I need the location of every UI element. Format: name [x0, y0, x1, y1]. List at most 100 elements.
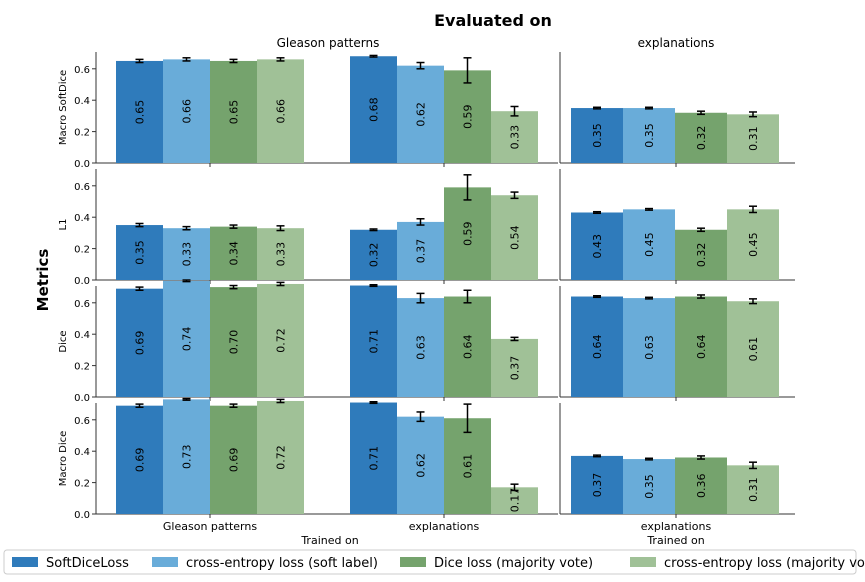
bar	[727, 209, 779, 280]
bar-value-label: 0.32	[695, 126, 708, 151]
bar-value-label: 0.68	[368, 97, 381, 122]
bar	[210, 226, 257, 280]
x-tick-label: explanations	[641, 520, 712, 533]
legend-swatch	[400, 557, 426, 567]
y-tick-label: 0.6	[74, 182, 90, 193]
bar-value-label: 0.62	[415, 102, 428, 127]
y-tick-label: 0.2	[74, 128, 90, 139]
bar-value-label: 0.32	[695, 243, 708, 268]
column-title-left: Gleason patterns	[277, 36, 380, 50]
bar-value-label: 0.69	[134, 331, 147, 356]
bar	[623, 298, 675, 397]
bar	[623, 209, 675, 280]
legend-label: cross-entropy loss (majority vote)	[664, 556, 865, 571]
bar	[163, 280, 210, 397]
y-tick-label: 0.2	[74, 479, 90, 490]
bar	[727, 465, 779, 514]
bar	[163, 228, 210, 280]
bar	[675, 112, 727, 163]
y-tick-label: 0.4	[74, 213, 90, 224]
bar	[210, 60, 257, 164]
bar-value-label: 0.45	[747, 232, 760, 256]
bar-value-label: 0.61	[462, 454, 475, 479]
bar	[727, 301, 779, 397]
bar-value-label: 0.35	[643, 123, 656, 148]
row-metric-label: Macro SoftDice	[58, 70, 69, 145]
y-tick-label: 0.0	[74, 159, 90, 170]
bar	[491, 111, 538, 163]
bar	[444, 296, 491, 397]
y-tick-label: 0.4	[74, 447, 90, 458]
bar	[571, 212, 623, 280]
bar-value-label: 0.61	[747, 337, 760, 362]
bar-value-label: 0.62	[415, 453, 428, 478]
bar-value-label: 0.73	[181, 444, 194, 469]
bar-value-label: 0.64	[462, 335, 475, 360]
bar-value-label: 0.66	[181, 99, 194, 124]
row-metric-label: L1	[58, 219, 69, 231]
bar-value-label: 0.71	[368, 329, 381, 354]
bar	[116, 225, 163, 280]
bar-value-label: 0.63	[643, 335, 656, 360]
bar	[623, 459, 675, 514]
y-tick-label: 0.0	[74, 510, 90, 521]
bar-value-label: 0.59	[462, 221, 475, 246]
bar-value-label: 0.17	[509, 488, 522, 513]
chart-title: Evaluated on	[434, 11, 552, 30]
bar-value-label: 0.35	[134, 240, 147, 265]
bar	[444, 418, 491, 514]
bar-value-label: 0.45	[643, 232, 656, 256]
legend-swatch	[12, 557, 38, 567]
bar	[397, 65, 444, 163]
bar	[491, 195, 538, 280]
bar	[571, 455, 623, 514]
bar	[491, 338, 538, 397]
bar-value-label: 0.65	[228, 100, 241, 125]
bar	[491, 487, 538, 514]
bar-value-label: 0.33	[275, 242, 288, 267]
bar	[116, 60, 163, 164]
x-tick-label: explanations	[409, 520, 480, 533]
bar-value-label: 0.31	[747, 477, 760, 502]
bar-value-label: 0.69	[134, 448, 147, 473]
bar	[163, 59, 210, 163]
legend-frame	[3, 549, 857, 575]
legend: SoftDiceLoss cross-entropy loss (soft lab…	[3, 549, 865, 575]
y-tick-label: 0.0	[74, 393, 90, 404]
bar	[257, 228, 304, 280]
bar	[397, 298, 444, 397]
bar-value-label: 0.69	[228, 448, 241, 473]
bar-value-label: 0.31	[747, 126, 760, 151]
bar	[397, 221, 444, 280]
bar	[571, 108, 623, 163]
bar	[675, 229, 727, 280]
bar	[210, 405, 257, 514]
legend-label: SoftDiceLoss	[46, 556, 129, 571]
bar	[350, 229, 397, 280]
bar-value-label: 0.37	[591, 473, 604, 498]
bar-value-label: 0.65	[134, 100, 147, 125]
x-axis-label-right: Trained on	[646, 534, 704, 547]
bar	[571, 296, 623, 397]
x-axis-label-left: Trained on	[300, 534, 358, 547]
bar	[350, 56, 397, 163]
bar-value-label: 0.35	[591, 123, 604, 148]
bar-value-label: 0.66	[275, 99, 288, 124]
bar	[727, 114, 779, 163]
y-tick-label: 0.6	[74, 299, 90, 310]
bar-value-label: 0.54	[509, 225, 522, 250]
bar	[675, 296, 727, 397]
bar-value-label: 0.34	[228, 241, 241, 266]
bar-value-label: 0.64	[591, 335, 604, 360]
bar	[444, 187, 491, 280]
bar-value-label: 0.72	[275, 445, 288, 470]
bar	[257, 400, 304, 514]
bar	[116, 288, 163, 397]
bar	[444, 70, 491, 163]
bar-value-label: 0.33	[181, 242, 194, 267]
y-tick-label: 0.4	[74, 330, 90, 341]
bar-value-label: 0.35	[643, 474, 656, 499]
bar	[257, 59, 304, 163]
y-tick-label: 0.2	[74, 245, 90, 256]
legend-label: Dice loss (majority vote)	[434, 556, 593, 571]
